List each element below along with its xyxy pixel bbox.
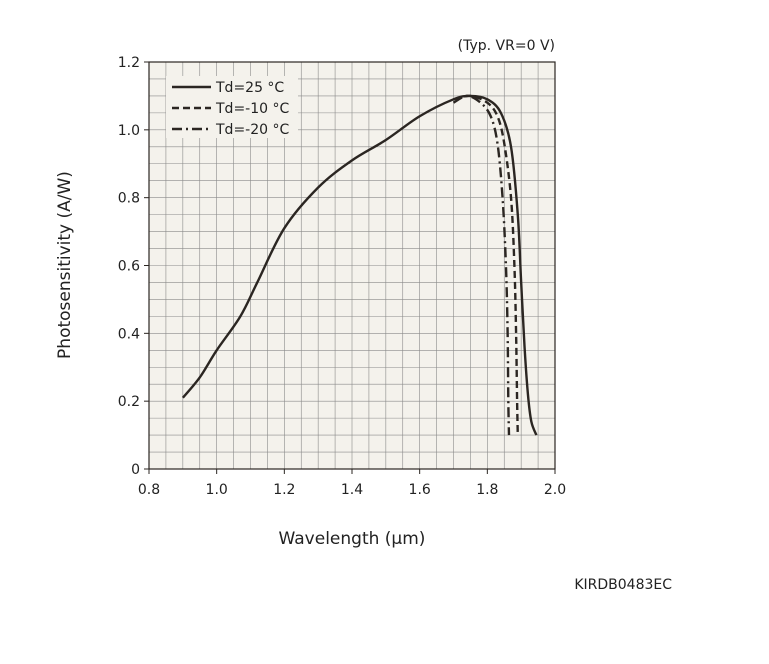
y-tick-label: 1.2: [118, 55, 140, 71]
legend-label-td25: Td=25 °C: [215, 80, 284, 96]
legend-label-td-20: Td=-20 °C: [215, 122, 289, 138]
x-tick-label: 1.2: [273, 482, 295, 498]
series-lines: [181, 94, 538, 436]
series-line-td-20: [452, 94, 511, 436]
y-tick-label: 0.4: [118, 326, 140, 342]
x-tick-label: 1.6: [409, 482, 431, 498]
x-tick-label: 1.4: [341, 482, 363, 498]
x-tick-label: 1.8: [476, 482, 498, 498]
x-tick-label: 0.8: [138, 482, 160, 498]
axis-ticks: 0.8 1.0 1.2 1.4 1.6 1.8 2.0 0 0.2 0.4 0.6 0.8 1.0 1.2: [118, 55, 566, 498]
y-tick-label: 0.2: [118, 394, 140, 410]
legend: Td=25 °C Td=-10 °C Td=-20 °C: [166, 76, 298, 138]
y-tick-label: 0.6: [118, 259, 140, 275]
figure-code: KIRDB0483EC: [574, 577, 672, 593]
y-tick-label: 0.8: [118, 191, 140, 207]
condition-note: (Typ. VR=0 V): [458, 38, 555, 54]
x-tick-label: 1.0: [206, 482, 228, 498]
legend-label-td-10: Td=-10 °C: [215, 101, 289, 117]
y-tick-label: 1.0: [118, 123, 140, 139]
y-tick-label: 0: [131, 462, 140, 478]
x-tick-label: 2.0: [544, 482, 566, 498]
series-line-td-10: [453, 94, 519, 436]
y-axis-label: Photosensitivity (A/W): [55, 171, 75, 359]
x-axis-label: Wavelength (μm): [279, 529, 426, 549]
